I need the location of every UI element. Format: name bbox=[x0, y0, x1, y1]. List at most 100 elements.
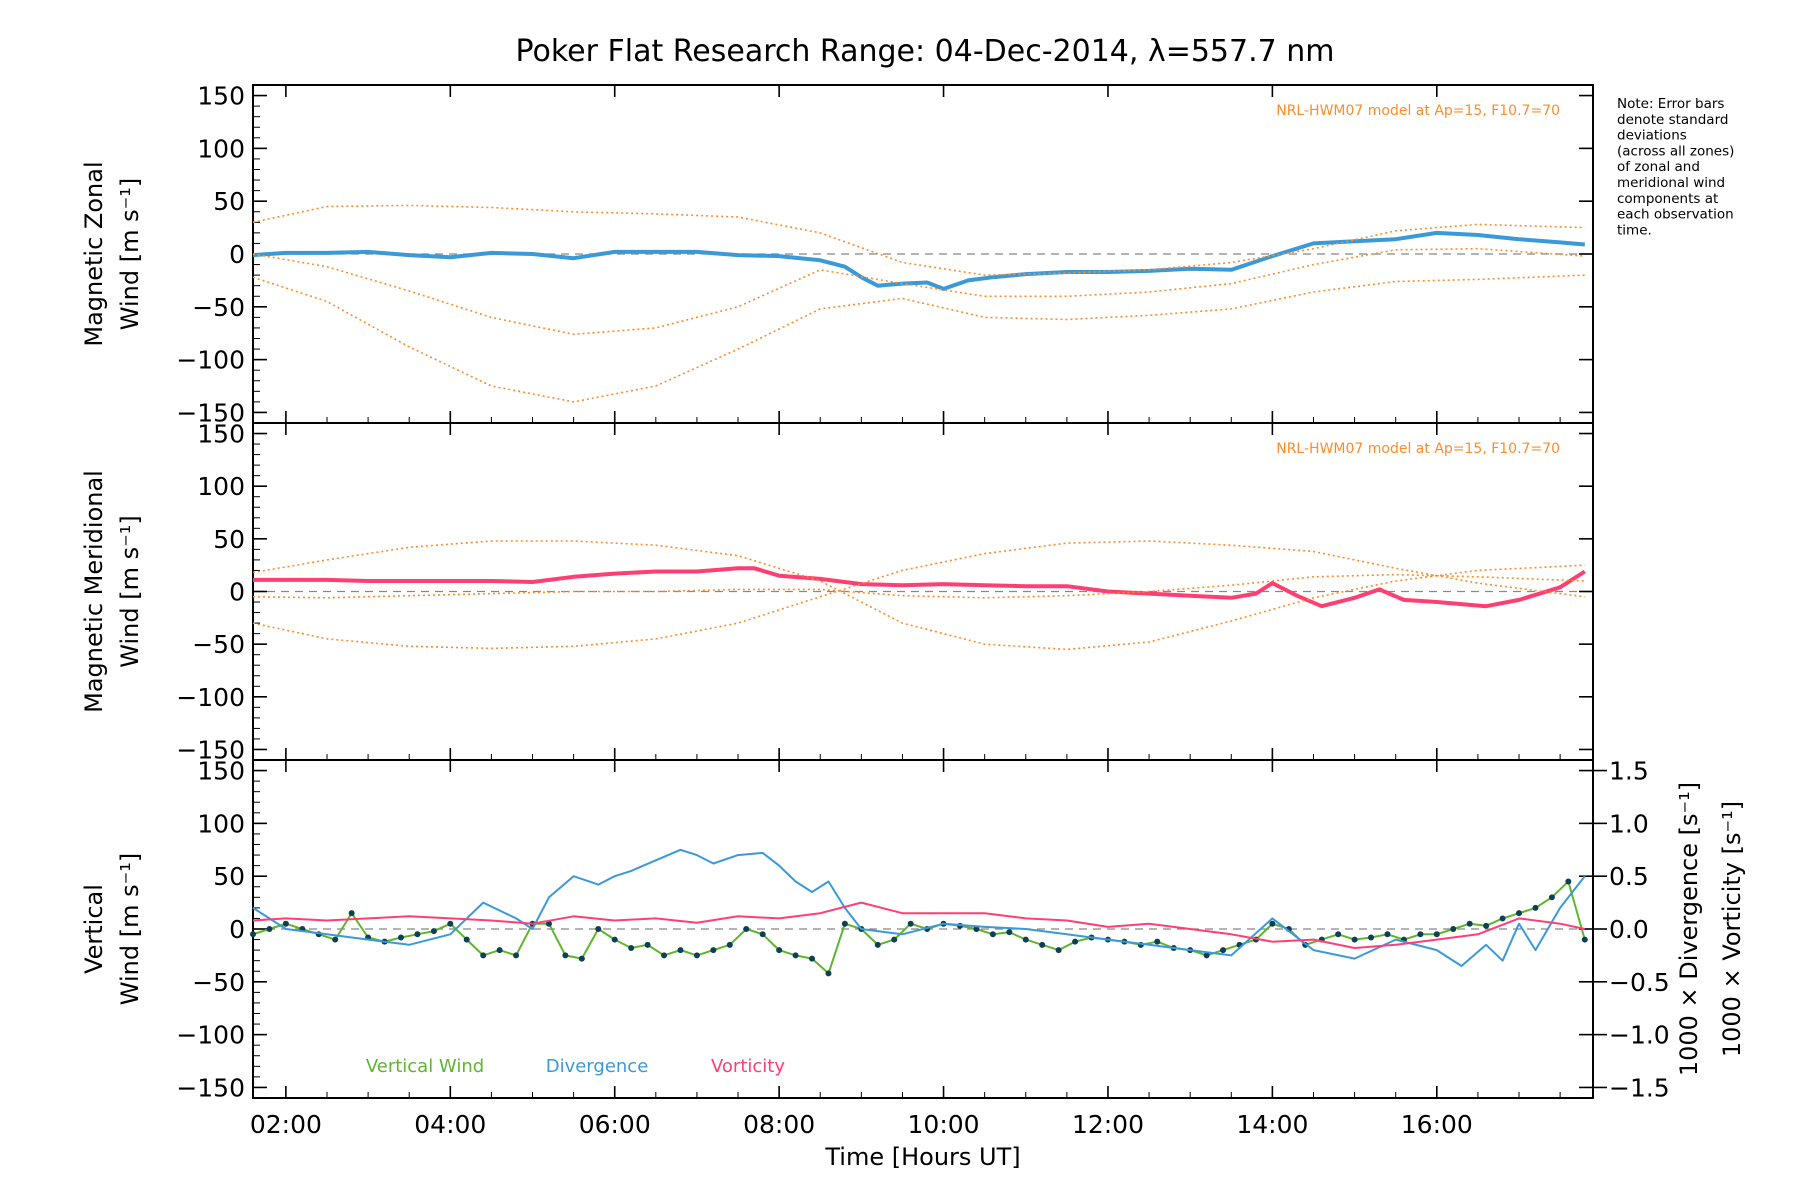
y-tick-label: −150 bbox=[176, 398, 245, 427]
x-tick-label: 14:00 bbox=[1236, 1110, 1308, 1139]
y-tick-label: 100 bbox=[197, 472, 245, 501]
vertical-wind-point bbox=[513, 952, 520, 959]
vertical-wind-point bbox=[562, 952, 569, 959]
series-line-zonal-3 bbox=[252, 247, 1585, 336]
y-axis-label-line2: Wind [m s⁻¹] bbox=[116, 515, 144, 667]
x-tick-label: 16:00 bbox=[1401, 1110, 1473, 1139]
vertical-wind-point bbox=[414, 931, 421, 938]
x-tick-label: 08:00 bbox=[743, 1110, 815, 1139]
note-line: denote standard bbox=[1617, 112, 1728, 128]
vertical-wind-point bbox=[973, 926, 980, 932]
series-line-meridional-0 bbox=[253, 566, 1586, 609]
note-line: deviations bbox=[1617, 128, 1687, 144]
note-line: each observation bbox=[1617, 207, 1734, 223]
vertical-wind-point bbox=[1022, 936, 1029, 943]
x-tick-label: 06:00 bbox=[579, 1110, 651, 1139]
note-line: (across all zones) bbox=[1617, 143, 1734, 159]
y-axis-label: Vertical Wind [m s⁻¹] bbox=[80, 853, 144, 1005]
y2-tick-label: −1.0 bbox=[1609, 1021, 1670, 1050]
y-tick-label: −100 bbox=[176, 346, 245, 375]
vertical-wind-point bbox=[447, 920, 454, 927]
y-axis-label-line1: Vertical bbox=[80, 884, 108, 974]
vertical-wind-point bbox=[1466, 920, 1473, 927]
y2-tick-label: 0.5 bbox=[1609, 862, 1649, 891]
series-line-zonal-0 bbox=[252, 230, 1585, 291]
vertical-wind-point bbox=[1154, 938, 1161, 945]
y2-axis-label: 1000 × Divergence [s⁻¹] bbox=[1675, 782, 1703, 1076]
y-tick-label: 150 bbox=[197, 757, 245, 786]
y-tick-label: 100 bbox=[197, 134, 245, 163]
vertical-wind-point bbox=[1433, 931, 1440, 938]
chart-title: Poker Flat Research Range: 04-Dec-2014, … bbox=[516, 34, 1335, 69]
vertical-wind-point bbox=[809, 955, 816, 962]
vertical-wind-point bbox=[1384, 931, 1391, 938]
note-line: Note: Error bars bbox=[1617, 96, 1724, 112]
y-tick-label: 50 bbox=[213, 525, 245, 554]
model-label: NRL-HWM07 model at Ap=15, F10.7=70 bbox=[1276, 441, 1560, 457]
vertical-wind-point bbox=[891, 936, 898, 943]
series-line-meridional-2 bbox=[252, 540, 1585, 650]
y-tick-label: 0 bbox=[229, 240, 245, 269]
y-tick-label: −50 bbox=[192, 630, 245, 659]
vertical-wind-point bbox=[1532, 904, 1539, 911]
series-line-meridional-3 bbox=[252, 573, 1585, 599]
vertical-wind-point bbox=[463, 936, 470, 943]
vertical-wind-point bbox=[841, 920, 848, 927]
y-axis-label: Magnetic Meridional Wind [m s⁻¹] bbox=[80, 470, 144, 713]
vertical-wind-point bbox=[348, 910, 355, 917]
vertical-wind-point bbox=[250, 931, 256, 938]
vertical-wind-point bbox=[430, 928, 437, 935]
y2-tick-label: 0.0 bbox=[1609, 915, 1649, 944]
panel-vertical: 150 100 50 0 −50 −100 −150 Vertical Wind [m s⁻¹]… bbox=[80, 757, 1746, 1171]
model-label: NRL-HWM07 model at Ap=15, F10.7=70 bbox=[1276, 103, 1560, 119]
vertical-wind-point bbox=[693, 952, 700, 959]
series-line-zonal-1 bbox=[252, 274, 1585, 403]
panel-zonal: 150 100 50 0 −50 −100 −150 Magnetic Zonal Wind [… bbox=[80, 82, 1594, 427]
vertical-wind-point bbox=[644, 941, 651, 948]
y-tick-label: 50 bbox=[213, 862, 245, 891]
vertical-wind-point bbox=[1565, 878, 1572, 885]
vertical-wind-point bbox=[496, 947, 503, 954]
x-axis-label: Time [Hours UT] bbox=[824, 1143, 1020, 1171]
vertical-wind-point bbox=[1006, 929, 1013, 936]
vertical-wind-point bbox=[1581, 936, 1588, 943]
note-line: meridional wind bbox=[1617, 175, 1725, 191]
vertical-wind-point bbox=[1335, 931, 1342, 938]
x-tick-label: 02:00 bbox=[250, 1110, 322, 1139]
vertical-wind-point bbox=[825, 970, 832, 977]
vertical-wind-point bbox=[1072, 938, 1079, 945]
vertical-wind-point bbox=[266, 926, 273, 932]
vertical-wind-point bbox=[874, 941, 881, 948]
y-axis-label: Magnetic Zonal Wind [m s⁻¹] bbox=[80, 161, 144, 346]
y-tick-label: −50 bbox=[192, 968, 245, 997]
y-tick-label: 150 bbox=[197, 420, 245, 449]
note-line: components at bbox=[1617, 191, 1718, 207]
vertical-wind-point bbox=[1220, 947, 1227, 954]
series-line-vertical-2 bbox=[252, 901, 1586, 949]
vertical-wind-point bbox=[1548, 894, 1555, 901]
y-axis-label-line1: Magnetic Meridional bbox=[80, 470, 108, 713]
vertical-wind-point bbox=[282, 920, 289, 927]
vertical-wind-point bbox=[726, 941, 733, 948]
x-tick-label: 04:00 bbox=[414, 1110, 486, 1139]
y-tick-label: −100 bbox=[176, 1021, 245, 1050]
vertical-wind-point bbox=[1417, 931, 1424, 938]
vertical-wind-point bbox=[759, 931, 766, 938]
legend-entry: Vorticity bbox=[711, 1056, 785, 1077]
y-axis-label-line1: Magnetic Zonal bbox=[80, 161, 108, 346]
vertical-wind-point bbox=[907, 920, 914, 927]
note-line: time. bbox=[1617, 222, 1652, 238]
vertical-wind-point bbox=[578, 955, 585, 962]
vertical-wind-point bbox=[611, 936, 618, 943]
y-tick-label: 100 bbox=[197, 809, 245, 838]
y-tick-label: −150 bbox=[176, 1073, 245, 1102]
y-axis-label-line2: Wind [m s⁻¹] bbox=[116, 178, 144, 330]
series-line-vertical-1 bbox=[252, 848, 1586, 967]
vertical-wind-point bbox=[1269, 920, 1276, 927]
y-axis-label-line2: Wind [m s⁻¹] bbox=[116, 853, 144, 1005]
legend-entry: Vertical Wind bbox=[366, 1056, 484, 1077]
vertical-wind-point bbox=[1351, 936, 1358, 943]
vertical-wind-point bbox=[710, 947, 717, 954]
